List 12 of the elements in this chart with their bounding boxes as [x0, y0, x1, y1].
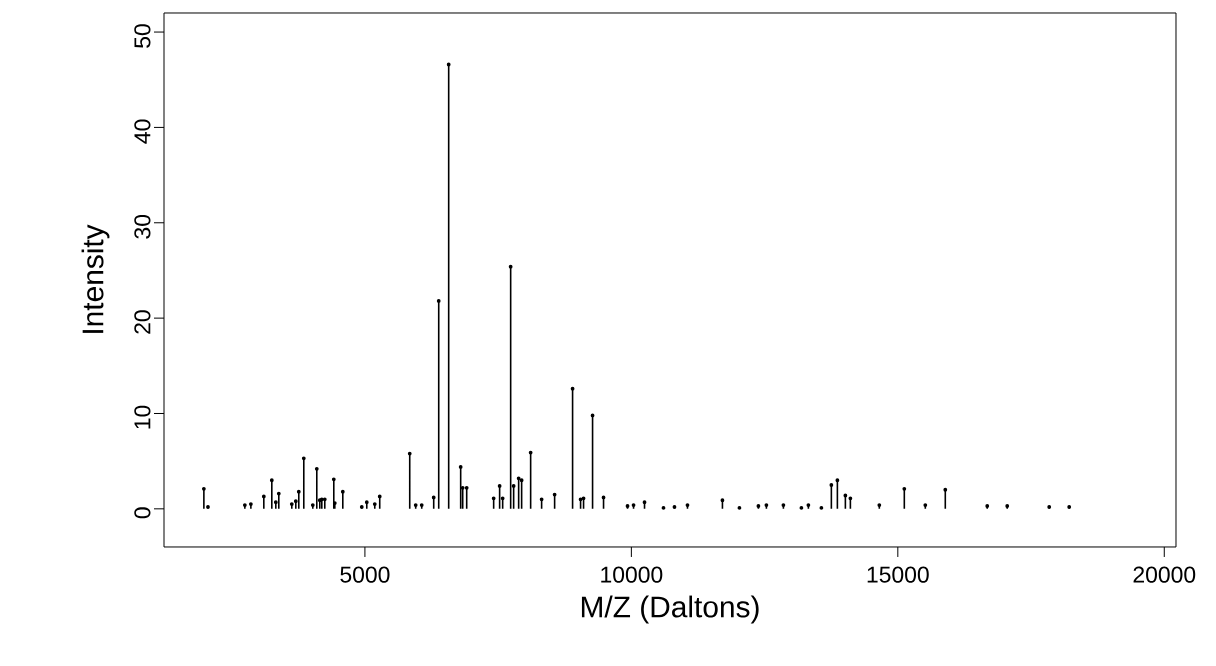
y-tick-label: 20 — [134, 310, 151, 334]
y-axis-title: Intensity — [81, 224, 110, 333]
y-tick-label: 10 — [134, 405, 151, 429]
y-tick-label: 0 — [134, 507, 151, 519]
y-tick-label: 50 — [134, 24, 151, 48]
x-axis-title: M/Z (Daltons) — [581, 595, 759, 624]
x-tick-label: 5000 — [340, 566, 390, 583]
x-tick-label: 20000 — [1133, 566, 1196, 583]
x-tick-label: 10000 — [601, 566, 663, 583]
x-tick-label: 15000 — [867, 566, 929, 583]
y-tick-label: 40 — [134, 119, 151, 144]
y-tick-label: 30 — [134, 214, 151, 239]
